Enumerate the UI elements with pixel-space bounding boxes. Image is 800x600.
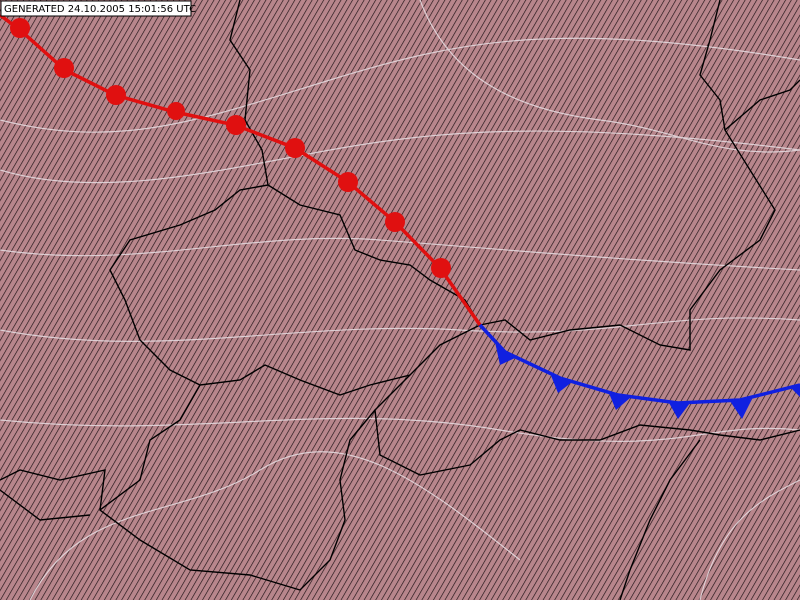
warm-symbol xyxy=(385,212,405,232)
border xyxy=(99,384,201,511)
border xyxy=(109,0,481,396)
border xyxy=(267,184,481,326)
warm-front xyxy=(0,13,482,327)
isobar xyxy=(29,451,521,600)
border xyxy=(0,489,91,521)
front-symbols xyxy=(10,18,451,278)
warm-symbol xyxy=(226,115,246,135)
border xyxy=(374,374,800,476)
border xyxy=(619,439,701,600)
warm-symbol xyxy=(338,172,358,192)
border xyxy=(0,409,376,591)
warm-symbol xyxy=(167,102,185,120)
cold-symbol xyxy=(790,384,800,397)
warm-symbol xyxy=(54,58,74,78)
cold-symbol xyxy=(668,401,690,419)
border xyxy=(699,0,726,131)
warm-symbol xyxy=(10,18,30,38)
label-box xyxy=(0,0,192,17)
cold-front xyxy=(478,323,800,419)
isobar xyxy=(699,479,800,600)
cold-symbol xyxy=(730,399,752,419)
isobar xyxy=(0,37,800,133)
cold-symbol xyxy=(550,373,572,393)
isobar xyxy=(0,417,800,442)
isobar xyxy=(0,237,800,271)
warm-symbol xyxy=(285,138,305,158)
cold-symbol xyxy=(608,391,630,410)
warm-symbol xyxy=(431,258,451,278)
isobar xyxy=(419,0,800,153)
cold-symbol xyxy=(495,342,515,365)
generated-label: GENERATED 24.10.2005 15:01:56 UTC xyxy=(4,4,196,15)
isobar xyxy=(0,130,800,184)
warm-symbol xyxy=(106,85,126,105)
border xyxy=(479,79,800,351)
front-symbols xyxy=(495,342,800,419)
isobar xyxy=(0,317,800,342)
